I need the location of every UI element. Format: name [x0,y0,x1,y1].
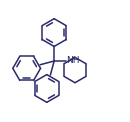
Text: NH: NH [66,56,79,65]
